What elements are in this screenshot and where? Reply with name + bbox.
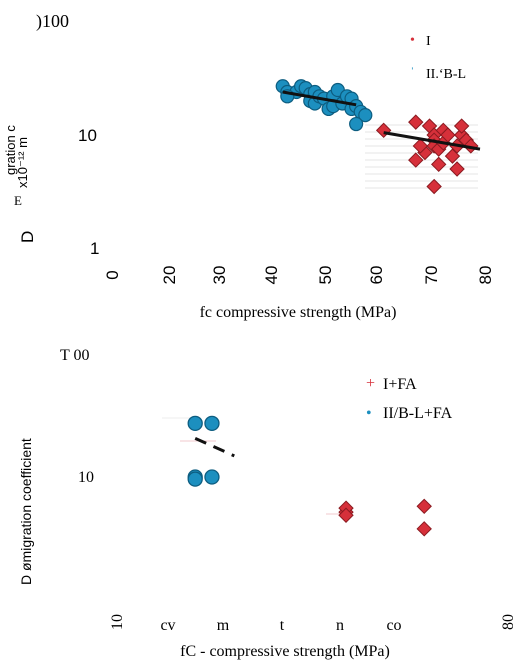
chart2-legend: + I+FA • II/B-L+FA bbox=[366, 375, 453, 422]
chart2-legend-label-1: I+FA bbox=[383, 376, 417, 393]
data-point bbox=[408, 152, 424, 168]
trend-line bbox=[383, 131, 481, 151]
chart1-y-tick-label: 1 bbox=[90, 239, 99, 258]
chart1-x-tick-label: 60 bbox=[367, 266, 386, 285]
data-point bbox=[338, 507, 354, 523]
chart2-y-tick-label: 10 bbox=[78, 469, 94, 486]
chart2-legend-label-2: II/B-L+FA bbox=[383, 405, 453, 422]
series-red bbox=[338, 498, 432, 537]
data-point bbox=[358, 108, 373, 123]
data-point bbox=[440, 127, 456, 143]
chart1-y-tick-labels: 10 1 bbox=[78, 126, 99, 258]
chart2-ylabel: D ømigration coefficient bbox=[18, 438, 34, 585]
chart1-ylabel: D gration c x10⁻¹² m E bbox=[3, 125, 37, 243]
legend-marker-red-dot: • bbox=[410, 33, 415, 48]
series-blue bbox=[275, 79, 373, 132]
trend-line bbox=[194, 436, 235, 458]
chart2-x-tick-label: n bbox=[336, 617, 344, 634]
chart1-x-tick-label: 40 bbox=[262, 266, 281, 285]
data-point bbox=[449, 161, 465, 177]
chart1-x-tick-label: 80 bbox=[476, 266, 495, 285]
chart2-x-tick-label: cv bbox=[160, 617, 175, 634]
chart1-x-tick-labels: 0 20 30 40 50 60 70 80 bbox=[103, 266, 495, 285]
trend-line bbox=[282, 90, 357, 107]
data-point bbox=[453, 118, 470, 134]
chart2-top-tick-label: T 00 bbox=[60, 347, 89, 364]
data-point bbox=[444, 148, 461, 164]
chart1-top-tick-label: )100 bbox=[36, 11, 69, 32]
chart1-x-tick-label: 50 bbox=[316, 266, 335, 285]
data-point bbox=[412, 138, 429, 154]
legend-marker-blue-dot: • bbox=[366, 405, 372, 422]
data-point bbox=[204, 415, 220, 431]
chart2-xlabel: fC - compressive strength (MPa) bbox=[180, 643, 390, 660]
chart1-legend: • I ˈ II.‘B-L bbox=[410, 33, 466, 82]
chart1-x-tick-label: 70 bbox=[422, 266, 441, 285]
chart2-plot-area bbox=[162, 415, 432, 537]
chart1-ylabel-line-2: gration c bbox=[3, 125, 18, 175]
chart1-legend-label-2: II.‘B-L bbox=[426, 67, 466, 82]
series-red bbox=[375, 114, 481, 195]
data-point bbox=[349, 116, 364, 132]
chart2-x-tick-label: 10 bbox=[109, 614, 126, 630]
chart1-xlabel: fc compressive strength (MPa) bbox=[200, 304, 397, 321]
series-blue bbox=[187, 415, 220, 487]
chart1-x-tick-label: 20 bbox=[160, 266, 179, 285]
chart2-x-tick-label: m bbox=[217, 617, 230, 634]
chart2-x-tick-labels: 10 cv m t n co 80 bbox=[109, 614, 516, 634]
data-point bbox=[187, 471, 203, 487]
data-point bbox=[187, 415, 203, 431]
legend-marker-blue-dot: ˈ bbox=[410, 66, 415, 81]
data-point bbox=[426, 178, 442, 195]
chart1-legend-label-1: I bbox=[426, 34, 431, 49]
data-point bbox=[431, 156, 447, 173]
chart1-plot-area bbox=[275, 79, 481, 195]
chart1-ylabel-line-1: D bbox=[18, 231, 37, 243]
chart2-x-tick-label: 80 bbox=[500, 614, 516, 630]
data-point bbox=[204, 469, 220, 485]
chart2-x-tick-label: t bbox=[280, 617, 285, 634]
data-point bbox=[408, 114, 424, 130]
chart2-x-tick-label: co bbox=[386, 617, 401, 634]
chart1-ylabel-line-3: x10⁻¹² m bbox=[15, 137, 30, 188]
chart1-y-tick-label: 10 bbox=[78, 126, 97, 145]
chart1-x-tick-label: 30 bbox=[210, 266, 229, 285]
chart1-ylabel-line-4: E bbox=[14, 193, 22, 208]
chart1-x-tick-label: 0 bbox=[103, 270, 122, 279]
data-point bbox=[416, 521, 432, 537]
legend-marker-red-plus: + bbox=[366, 375, 375, 392]
data-point bbox=[416, 498, 432, 515]
